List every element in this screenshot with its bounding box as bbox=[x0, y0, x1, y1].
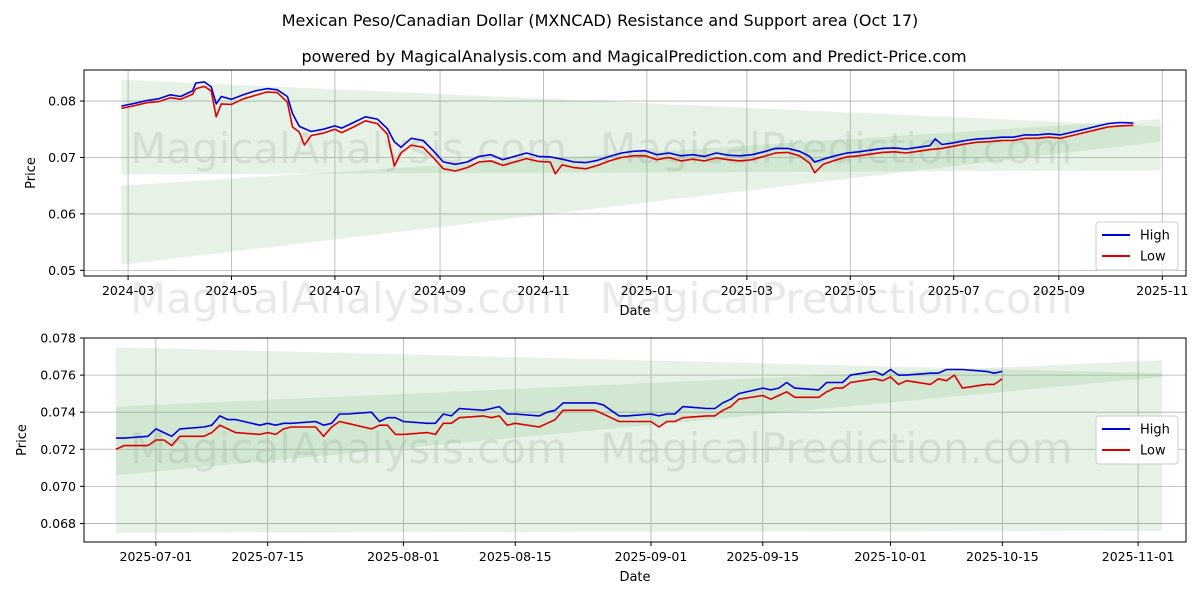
x-axis-ticks: 2024-03 2024-05 2024-07 2024-09 2024-11 2025-… bbox=[102, 276, 1188, 298]
y-axis-ticks: 0.05 0.06 0.07 0.08 bbox=[48, 94, 84, 278]
support-band bbox=[115, 360, 1163, 476]
bands bbox=[121, 79, 1161, 265]
legend: High Low bbox=[1095, 415, 1179, 465]
watermark-text: MagicalPrediction.com bbox=[600, 274, 1073, 323]
resistance-band bbox=[115, 347, 1163, 533]
chart-subtitle: powered by MagicalAnalysis.com and Magic… bbox=[301, 47, 966, 66]
watermark-text: MagicalAnalysis.com bbox=[130, 424, 567, 473]
x-tick-label: 2025-10-01 bbox=[854, 549, 927, 564]
x-tick-label: 2025-10-15 bbox=[966, 549, 1039, 564]
y-axis-ticks: 0.068 0.070 0.072 0.074 0.076 0.078 bbox=[40, 331, 84, 531]
axes-frame bbox=[83, 69, 1187, 277]
y-axis-label: Price bbox=[15, 424, 30, 456]
chart-panel-recent: MagicalAnalysis.com MagicalPrediction.com… bbox=[15, 331, 1187, 585]
x-axis-label: Date bbox=[619, 304, 650, 319]
x-tick-label: 2025-05 bbox=[824, 283, 876, 298]
x-tick-label: 2025-11-01 bbox=[1102, 549, 1175, 564]
x-tick-label: 2025-01 bbox=[621, 283, 673, 298]
series-line-high bbox=[121, 81, 1134, 166]
x-tick-label: 2025-07 bbox=[928, 283, 980, 298]
x-tick-label: 2025-09-15 bbox=[726, 549, 799, 564]
x-tick-label: 2024-03 bbox=[102, 283, 154, 298]
watermark-text: MagicalAnalysis.com bbox=[130, 124, 567, 173]
x-tick-label: 2025-11 bbox=[1136, 283, 1188, 298]
series-line-low bbox=[115, 374, 1003, 451]
y-tick-label: 0.07 bbox=[48, 150, 76, 165]
series-lines bbox=[121, 81, 1134, 175]
watermark-group: MagicalAnalysis.com MagicalPrediction.com bbox=[130, 424, 1073, 473]
x-tick-label: 2024-05 bbox=[205, 283, 257, 298]
axes-frame bbox=[83, 337, 1187, 543]
watermark-text: MagicalPrediction.com bbox=[600, 124, 1073, 173]
x-tick-label: 2025-09 bbox=[1033, 283, 1085, 298]
legend-label-high: High bbox=[1140, 229, 1170, 244]
y-tick-label: 0.068 bbox=[40, 516, 76, 531]
series-line-high bbox=[115, 368, 1003, 439]
legend: High Low bbox=[1095, 221, 1179, 271]
y-tick-label: 0.072 bbox=[40, 442, 76, 457]
x-axis-label: Date bbox=[619, 570, 650, 585]
x-tick-label: 2025-08-15 bbox=[479, 549, 552, 564]
y-tick-label: 0.070 bbox=[40, 479, 76, 494]
x-tick-label: 2024-07 bbox=[309, 283, 361, 298]
y-axis-label: Price bbox=[24, 157, 39, 189]
series-lines bbox=[115, 368, 1003, 451]
x-tick-label: 2025-09-01 bbox=[615, 549, 688, 564]
x-tick-label: 2025-03 bbox=[721, 283, 773, 298]
chart-panel-full-history: MagicalAnalysis.com MagicalPrediction.com… bbox=[24, 69, 1188, 323]
watermark-group: MagicalAnalysis.com MagicalPrediction.com… bbox=[130, 124, 1073, 323]
legend-label-high: High bbox=[1140, 423, 1170, 438]
x-tick-label: 2025-07-01 bbox=[120, 549, 193, 564]
legend-label-low: Low bbox=[1140, 250, 1166, 265]
chart-title: Mexican Peso/Canadian Dollar (MXNCAD) Re… bbox=[282, 11, 919, 30]
y-tick-label: 0.074 bbox=[40, 405, 76, 420]
x-tick-label: 2025-07-15 bbox=[231, 549, 304, 564]
x-tick-label: 2025-08-01 bbox=[367, 549, 440, 564]
y-tick-label: 0.05 bbox=[48, 263, 76, 278]
y-tick-label: 0.06 bbox=[48, 206, 76, 221]
x-axis-ticks: 2025-07-01 2025-07-15 2025-08-01 2025-08-15… bbox=[120, 542, 1175, 564]
watermark-text: MagicalAnalysis.com bbox=[130, 274, 567, 323]
bands bbox=[115, 347, 1163, 533]
x-tick-label: 2024-11 bbox=[517, 283, 569, 298]
x-tick-label: 2024-09 bbox=[414, 283, 466, 298]
y-tick-label: 0.076 bbox=[40, 368, 76, 383]
resistance-band bbox=[121, 79, 1161, 175]
y-tick-label: 0.08 bbox=[48, 94, 76, 109]
support-band bbox=[121, 119, 1161, 265]
y-tick-label: 0.078 bbox=[40, 331, 76, 346]
series-line-low bbox=[121, 85, 1134, 175]
watermark-text: MagicalPrediction.com bbox=[600, 424, 1073, 473]
legend-label-low: Low bbox=[1140, 444, 1166, 459]
